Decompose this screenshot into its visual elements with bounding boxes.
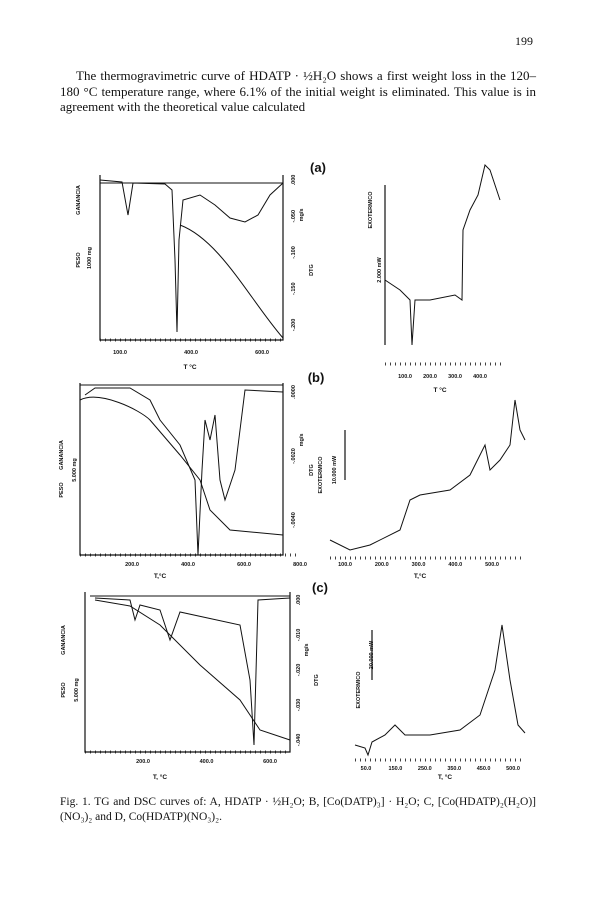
- panel-label: (b): [308, 370, 325, 385]
- dtg-units: mg/s: [299, 209, 305, 222]
- x-tick-label: 400.0: [473, 374, 487, 380]
- tg-frame: [99, 175, 284, 341]
- x-tick-label: 200.0: [125, 562, 139, 568]
- y-scale: 10.000 mW: [332, 455, 338, 484]
- x-tick-label: 100.0: [113, 350, 127, 356]
- x-axis-label: T °C: [433, 386, 446, 394]
- tg-frame: [79, 383, 284, 556]
- x-tick-label: 200.0: [375, 562, 389, 568]
- x-tick-label: 600.0: [255, 350, 269, 356]
- dtg-units: mg/s: [299, 434, 305, 447]
- y-axis-label: EXOTERMICO: [356, 671, 362, 709]
- dsc-curve: [384, 164, 501, 346]
- y-axis-label: PESO: [59, 482, 65, 498]
- dtg-tick-label: -.050: [291, 210, 297, 223]
- y-scale: 5.000 mg: [72, 458, 78, 482]
- panel-label: (c): [312, 580, 328, 595]
- dtg-tick-label: -.010: [296, 629, 302, 642]
- y-direction: GANANCIA: [59, 440, 65, 470]
- tg-curve: [79, 396, 284, 536]
- tg-frame: [84, 592, 291, 753]
- dtg-tick-label: -.040: [296, 734, 302, 747]
- dtg-label: DTG: [309, 264, 315, 276]
- dtg-tick-label: .000: [291, 175, 297, 186]
- dtg-tick-label: .000: [296, 595, 302, 606]
- y-scale: 2.000 mW: [377, 257, 383, 283]
- x-tick-label: 500.0: [485, 562, 499, 568]
- dtg-tick-label: -.150: [291, 282, 297, 295]
- dtg-tick-label: -.100: [291, 246, 297, 259]
- x-tick-label: 350.0: [447, 766, 461, 772]
- x-axis-label: T, °C: [153, 773, 167, 781]
- x-tick-label: 600.0: [263, 759, 277, 765]
- y-axis-label: EXOTERMICO: [368, 191, 374, 229]
- x-tick-label: 300.0: [448, 374, 462, 380]
- dtg-tick-label: -.030: [296, 699, 302, 712]
- y-scale: 5.000 mg: [74, 678, 80, 702]
- x-tick-label: 800.0: [293, 562, 307, 568]
- x-tick-label: 400.0: [200, 759, 214, 765]
- figure: (a) 100.0 400.0 600.0 T °C PESO GANANCIA 1000 m…: [59, 160, 526, 781]
- paragraph: The thermogravimetric curve of HDATP · ½…: [60, 68, 536, 114]
- x-tick-label: 100.0: [398, 374, 412, 380]
- x-tick-label: 450.0: [477, 766, 491, 772]
- y-scale: 1000 mg: [87, 247, 93, 269]
- y-direction: GANANCIA: [76, 185, 82, 215]
- dtg-curve: [94, 597, 291, 746]
- x-axis-label: T, °C: [438, 773, 452, 781]
- y-direction: GANANCIA: [61, 625, 67, 655]
- dsc-curve: [354, 624, 526, 757]
- dtg-tick-label: -.020: [296, 664, 302, 677]
- dtg-curve: [84, 387, 284, 556]
- x-tick-label: 200.0: [136, 759, 150, 765]
- x-tick-label: 200.0: [423, 374, 437, 380]
- x-tick-label: 400.0: [184, 350, 198, 356]
- y-axis-label: PESO: [76, 252, 82, 268]
- tg-curve: [94, 599, 291, 741]
- x-tick-label: 500.0: [506, 766, 520, 772]
- x-tick-label: 300.0: [412, 562, 426, 568]
- y-axis-label: PESO: [61, 682, 67, 698]
- x-tick-label: 150.0: [389, 766, 403, 772]
- panel-label: (a): [310, 160, 326, 175]
- x-axis-label: T,°C: [414, 572, 427, 580]
- x-tick-label: 400.0: [448, 562, 462, 568]
- x-axis-label: T °C: [183, 363, 196, 371]
- x-tick-label: 100.0: [338, 562, 352, 568]
- dtg-tick-label: -.0020: [291, 448, 297, 464]
- figure-caption: Fig. 1. TG and DSC curves of: A, HDATP ·…: [60, 796, 536, 823]
- y-axis-label: EXOTERMICO: [318, 456, 324, 494]
- x-tick-label: 400.0: [181, 562, 195, 568]
- y-scale: 20.000 mW: [369, 640, 375, 669]
- dtg-label: DTG: [314, 674, 320, 686]
- x-tick-label: 50.0: [361, 766, 372, 772]
- x-tick-label: 600.0: [237, 562, 251, 568]
- dtg-label: DTG: [309, 464, 315, 476]
- tg-curve: [179, 224, 284, 339]
- dtg-tick-label: -.0040: [291, 512, 297, 528]
- dsc-curve: [329, 399, 526, 551]
- dtg-tick-label: -.200: [291, 319, 297, 332]
- x-tick-label: 250.0: [418, 766, 432, 772]
- x-axis-label: T,°C: [154, 572, 167, 580]
- dtg-tick-label: .0000: [291, 385, 297, 399]
- dtg-units: mg/s: [304, 644, 310, 657]
- dtg-curve: [99, 179, 284, 333]
- page-number: 199: [515, 34, 533, 48]
